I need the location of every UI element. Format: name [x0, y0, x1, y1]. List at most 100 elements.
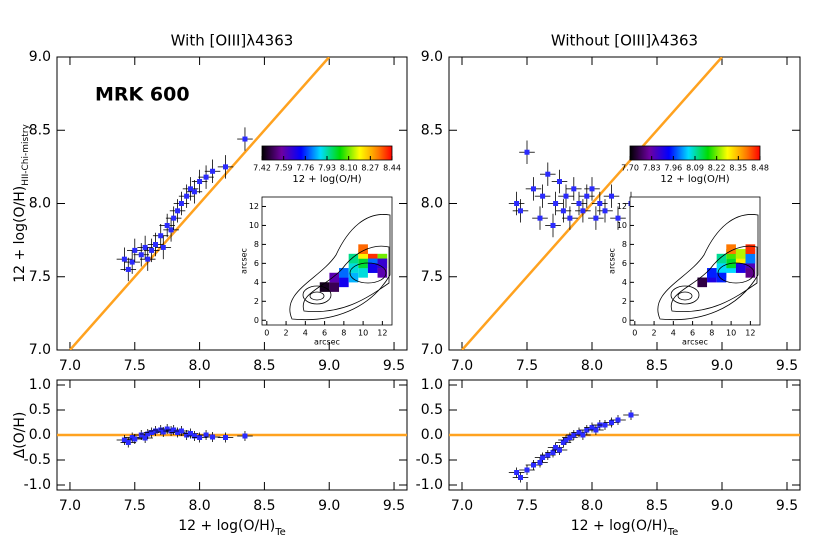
data-point — [197, 179, 203, 185]
data-point — [178, 428, 184, 434]
data-point — [129, 259, 135, 265]
y-tick-label: -1.0 — [416, 477, 443, 493]
data-point — [518, 208, 523, 214]
data-point — [178, 201, 184, 206]
colorbar-tick-label: 8.44 — [383, 164, 401, 173]
data-point — [203, 174, 209, 180]
data-point — [580, 432, 586, 438]
map-y-tick-label: 10 — [617, 221, 627, 230]
map-y-tick-label: 8 — [254, 240, 259, 249]
y-tick-label: 0.5 — [29, 402, 51, 418]
data-point — [628, 412, 634, 418]
y-tick-label: 8.0 — [29, 196, 51, 212]
y-tick-label: 0.0 — [421, 427, 443, 443]
data-point — [168, 227, 174, 233]
data-point — [138, 252, 144, 258]
map-cell — [348, 272, 359, 283]
map-x-tick-label: 2 — [284, 329, 289, 338]
data-point — [524, 149, 530, 155]
data-point — [563, 437, 569, 443]
map-cell — [745, 268, 756, 278]
data-point — [545, 452, 551, 458]
data-point — [210, 168, 216, 174]
panel-title: With [OIII]λ4363 — [171, 32, 294, 50]
x-tick-label: 8.0 — [188, 498, 210, 514]
map-x-tick-label: 4 — [671, 329, 676, 338]
x-tick-label: 8.5 — [253, 498, 275, 514]
data-point — [576, 430, 582, 435]
map-y-tick-label: 4 — [254, 278, 259, 287]
data-point — [145, 256, 151, 262]
data-point — [125, 440, 131, 445]
colorbar-tick-label: 8.09 — [686, 164, 704, 173]
data-point — [524, 467, 530, 473]
data-point — [553, 201, 559, 206]
data-point — [531, 462, 536, 468]
data-point — [138, 432, 144, 438]
data-point — [132, 436, 138, 442]
map-cell — [329, 282, 340, 292]
x-tick-label: 7.5 — [516, 498, 538, 514]
data-point — [210, 434, 216, 440]
contour — [349, 262, 387, 284]
data-point — [158, 233, 164, 239]
colorbar-tick-label: 8.22 — [708, 164, 726, 173]
map-x-tick-label: 4 — [303, 329, 308, 338]
data-point — [602, 208, 608, 214]
map-y-tick-label: 2 — [622, 297, 627, 306]
x-axis-label-sub: Te — [274, 527, 286, 538]
y-tick-label: 8.5 — [29, 122, 51, 138]
x-tick-label: 9.0 — [318, 358, 340, 374]
contour — [717, 262, 755, 284]
data-point — [153, 242, 159, 248]
data-point — [242, 136, 248, 142]
y-axis-label-main: Δ(O/H) — [12, 412, 28, 459]
colorbar-tick-label: 8.35 — [729, 164, 747, 173]
x-tick-label: 8.0 — [188, 358, 210, 374]
map-x-tick-label: 6 — [322, 329, 327, 338]
x-axis-label-sub: Te — [667, 527, 679, 538]
map-x-tick-label: 10 — [358, 329, 368, 338]
x-tick-label: 8.5 — [646, 358, 668, 374]
map-cell — [716, 272, 727, 283]
map-x-tick-label: 0 — [264, 329, 269, 338]
map-y-tick-label: 8 — [622, 240, 627, 249]
map-y-tick-label: 12 — [249, 202, 259, 211]
map-cell — [716, 263, 727, 273]
data-point — [593, 215, 599, 221]
x-tick-label: 9.0 — [318, 498, 340, 514]
contour — [677, 291, 693, 301]
x-tick-label: 7.0 — [451, 498, 473, 514]
annotation: MRK 600 — [95, 84, 190, 106]
data-point — [160, 244, 166, 250]
data-point — [531, 186, 536, 192]
colorbar-tick-label: 8.10 — [340, 164, 358, 173]
x-tick-label: 9.5 — [383, 358, 405, 374]
map-y-label: arcsec — [240, 248, 249, 274]
data-point — [149, 430, 155, 435]
contour — [289, 214, 391, 321]
data-point — [597, 201, 603, 206]
data-point — [609, 420, 614, 425]
map-x-tick-label: 2 — [652, 329, 657, 338]
data-point — [129, 435, 135, 440]
y-tick-label: 8.0 — [421, 196, 443, 212]
map-cell — [697, 277, 708, 288]
map-x-tick-label: 8 — [341, 329, 346, 338]
data-point — [164, 222, 170, 228]
data-point — [580, 208, 586, 214]
colorbar-tick-label: 7.42 — [253, 164, 271, 173]
data-point — [567, 435, 573, 440]
y-tick-label: 7.0 — [29, 342, 51, 358]
map-y-tick-label: 10 — [249, 221, 259, 230]
data-point — [203, 432, 209, 438]
data-point — [153, 428, 159, 434]
x-tick-label: 8.0 — [581, 358, 603, 374]
data-point — [514, 201, 520, 206]
colorbar-label: 12 + log(O/H) — [660, 174, 729, 185]
map-cell — [377, 268, 388, 278]
x-tick-label: 7.0 — [59, 358, 81, 374]
map-y-tick-label: 2 — [254, 297, 259, 306]
contour — [302, 285, 332, 305]
